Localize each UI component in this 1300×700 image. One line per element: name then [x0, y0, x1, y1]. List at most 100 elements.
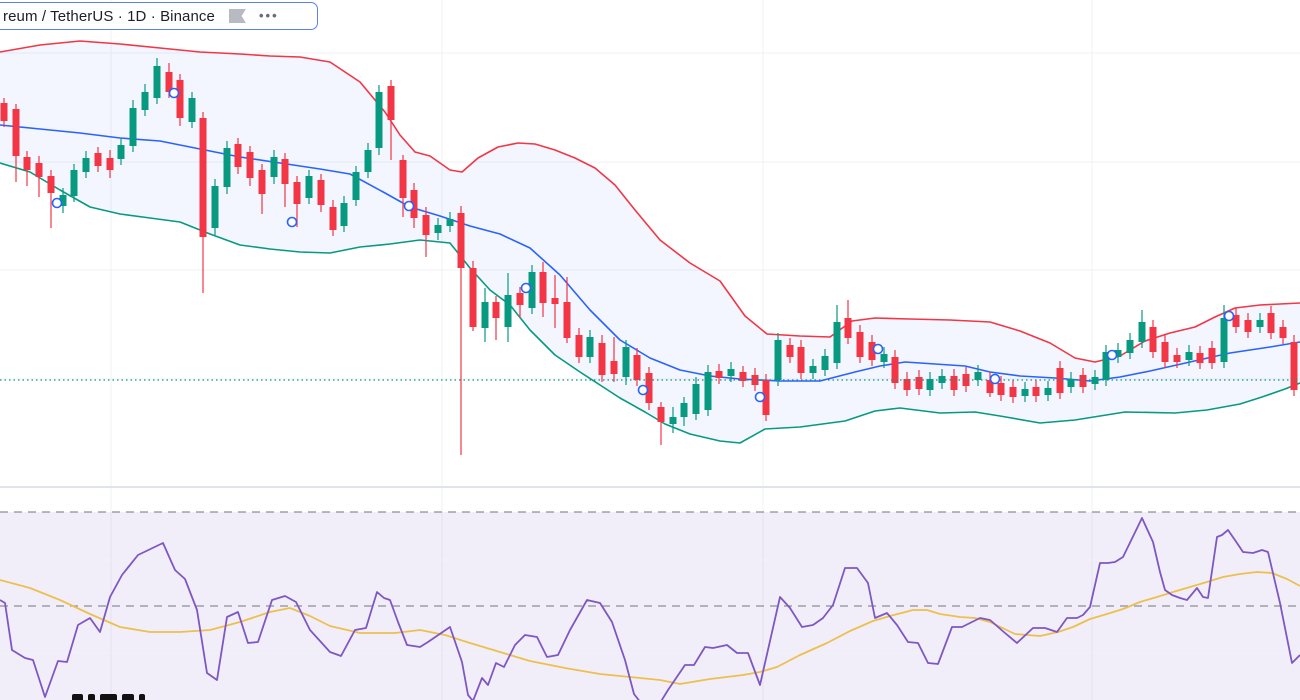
candle[interactable]	[926, 379, 934, 390]
candle[interactable]	[821, 356, 829, 370]
candle[interactable]	[1021, 389, 1029, 396]
candle[interactable]	[117, 145, 125, 159]
candle[interactable]	[891, 357, 899, 383]
anchor-point[interactable]	[637, 384, 649, 396]
candle[interactable]	[1149, 327, 1157, 352]
candle[interactable]	[1244, 320, 1252, 332]
anchor-point[interactable]	[872, 343, 884, 355]
candle[interactable]	[1161, 342, 1169, 362]
candle[interactable]	[129, 108, 137, 146]
candle[interactable]	[1267, 313, 1275, 333]
anchor-point[interactable]	[1223, 310, 1235, 322]
anchor-point[interactable]	[520, 282, 532, 294]
candle[interactable]	[1032, 387, 1040, 396]
candle[interactable]	[868, 342, 876, 360]
candle[interactable]	[305, 176, 313, 198]
candle[interactable]	[1185, 352, 1193, 360]
candle[interactable]	[176, 80, 184, 118]
candle[interactable]	[856, 332, 864, 357]
candle[interactable]	[739, 372, 747, 381]
candle[interactable]	[1009, 387, 1017, 397]
candle[interactable]	[715, 371, 723, 378]
candle[interactable]	[94, 153, 102, 166]
candle[interactable]	[1232, 315, 1240, 327]
candle[interactable]	[340, 203, 348, 226]
candle[interactable]	[352, 172, 360, 200]
candle[interactable]	[410, 190, 418, 218]
candle[interactable]	[23, 157, 31, 170]
anchor-point[interactable]	[168, 87, 180, 99]
candle[interactable]	[1114, 350, 1122, 357]
candle[interactable]	[223, 148, 231, 187]
candle[interactable]	[165, 72, 173, 92]
candle[interactable]	[199, 118, 207, 237]
candle[interactable]	[903, 379, 911, 390]
candle[interactable]	[141, 92, 149, 110]
candle[interactable]	[469, 268, 477, 327]
candle[interactable]	[1208, 348, 1216, 363]
candle[interactable]	[317, 180, 325, 205]
candle[interactable]	[528, 272, 536, 308]
candle[interactable]	[70, 170, 78, 196]
candle[interactable]	[1220, 318, 1228, 362]
candle[interactable]	[375, 92, 383, 148]
candle[interactable]	[422, 215, 430, 235]
candle[interactable]	[399, 160, 407, 198]
candle[interactable]	[986, 380, 994, 393]
candle[interactable]	[610, 361, 618, 374]
candle[interactable]	[1173, 355, 1181, 362]
candle[interactable]	[633, 355, 641, 380]
candle[interactable]	[12, 109, 20, 156]
symbol-legend[interactable]: reum / TetherUS · 1D · Binance •••	[0, 2, 318, 30]
candle[interactable]	[974, 372, 982, 380]
candle[interactable]	[622, 347, 630, 377]
candle[interactable]	[47, 176, 55, 193]
candle[interactable]	[504, 295, 512, 327]
anchor-point[interactable]	[754, 391, 766, 403]
candle[interactable]	[0, 103, 8, 121]
candle[interactable]	[645, 373, 653, 403]
candle[interactable]	[751, 375, 759, 385]
anchor-point[interactable]	[1106, 349, 1118, 361]
anchor-point[interactable]	[989, 373, 1001, 385]
candle[interactable]	[492, 302, 500, 318]
candle[interactable]	[1044, 388, 1052, 395]
candle[interactable]	[457, 213, 465, 268]
candle[interactable]	[481, 302, 489, 328]
candle[interactable]	[575, 335, 583, 357]
candle[interactable]	[364, 150, 372, 172]
candle[interactable]	[211, 186, 219, 228]
candle[interactable]	[786, 345, 794, 357]
bollinger-upper-line[interactable]	[0, 40, 1300, 363]
candle[interactable]	[246, 152, 254, 178]
rsi-line[interactable]	[0, 517, 1300, 700]
candle[interactable]	[1196, 353, 1204, 363]
bollinger-lower-line[interactable]	[0, 162, 1300, 444]
candle[interactable]	[669, 417, 677, 424]
candle[interactable]	[153, 66, 161, 98]
candle[interactable]	[59, 195, 67, 206]
candle[interactable]	[329, 207, 337, 230]
candle[interactable]	[35, 163, 43, 177]
candle[interactable]	[1067, 379, 1075, 387]
candle[interactable]	[962, 374, 970, 386]
candle[interactable]	[281, 159, 289, 184]
candle[interactable]	[586, 337, 594, 357]
candle[interactable]	[539, 272, 547, 303]
candle[interactable]	[950, 376, 958, 390]
candle[interactable]	[1256, 320, 1264, 327]
candle[interactable]	[797, 347, 805, 373]
candles-series[interactable]	[0, 58, 1298, 455]
anchor-point[interactable]	[286, 216, 298, 228]
candle[interactable]	[1056, 368, 1064, 393]
candle[interactable]	[844, 318, 852, 338]
candle[interactable]	[106, 158, 114, 170]
candle[interactable]	[188, 98, 196, 122]
candle[interactable]	[563, 302, 571, 338]
candle[interactable]	[762, 380, 770, 415]
candle[interactable]	[774, 340, 782, 380]
candle[interactable]	[434, 225, 442, 233]
candle[interactable]	[598, 343, 606, 375]
candle[interactable]	[551, 298, 559, 304]
